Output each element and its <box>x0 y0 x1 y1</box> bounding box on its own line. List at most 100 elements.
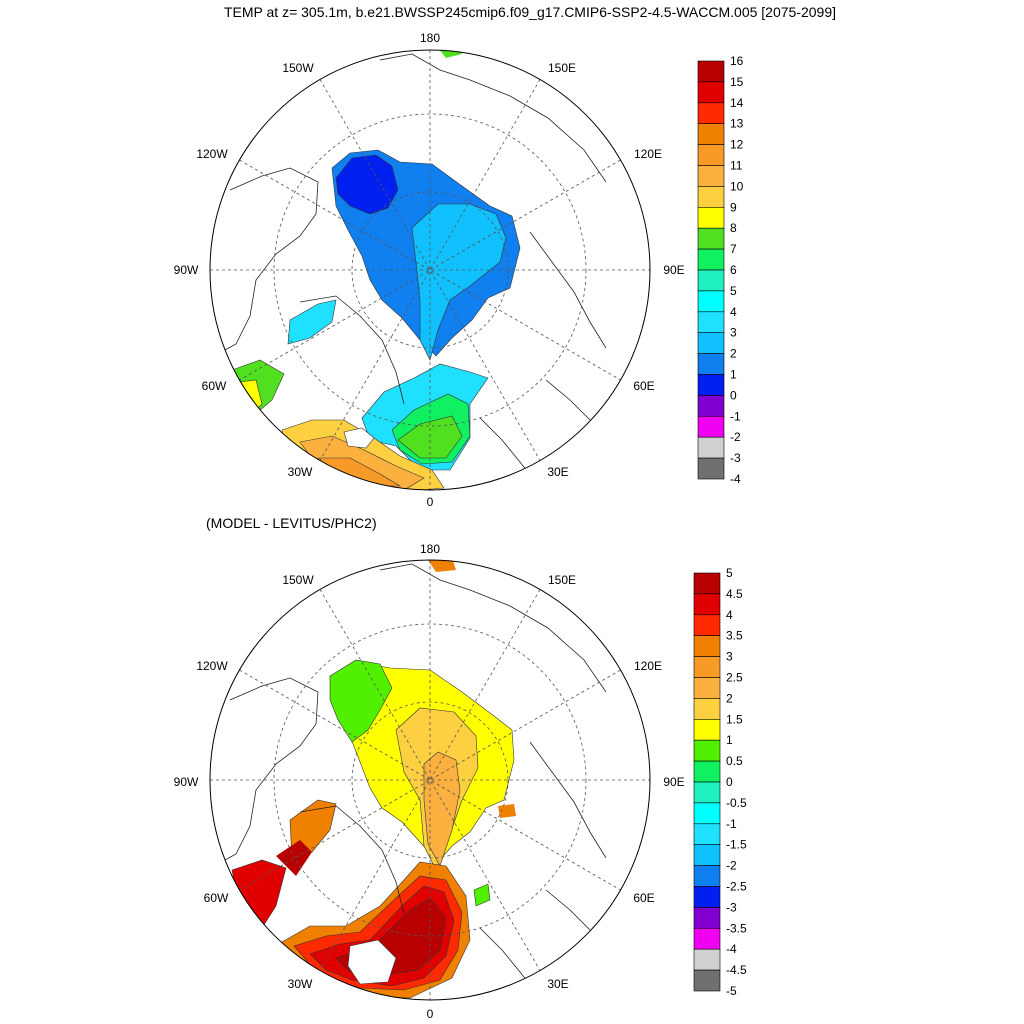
lon-label-150w: 150W <box>282 61 314 75</box>
colorbar-swatch <box>697 290 725 313</box>
colorbar-swatch <box>697 248 725 271</box>
colorbar-swatch <box>693 823 721 845</box>
colorbar-tick-label: -0.5 <box>726 796 747 810</box>
colorbar-tick-label: -2 <box>730 430 741 444</box>
colorbar-tick-label: 1 <box>730 368 737 382</box>
lon-label-120e: 120E <box>634 147 662 161</box>
bottom-map-boundary <box>209 559 651 1001</box>
colorbar-tick-label: -3 <box>730 451 741 465</box>
lon-label-180: 180 <box>420 31 440 45</box>
colorbar-tick-label: 0.5 <box>726 754 743 768</box>
colorbar-swatch <box>697 332 725 354</box>
colorbar-tick-label: -4.5 <box>726 963 747 977</box>
colorbar-tick-label: 5 <box>726 566 733 580</box>
colorbar-swatch <box>693 614 721 636</box>
colorbar-tick-label: 4 <box>730 305 737 319</box>
lon-label-120w: 120W <box>196 147 228 161</box>
colorbar-swatch <box>697 81 725 104</box>
colorbar-tick-label: 13 <box>730 117 744 131</box>
lon-label-150e: 150E <box>548 573 576 587</box>
lon-label-90e: 90E <box>663 775 684 789</box>
colorbar-swatch <box>697 311 725 333</box>
bottom-colorbar: 5 4.5 4 3.5 3 2.5 2 1.5 1 0.5 0 -0.5 -1 -1.5 -2 -2.5 -3 -… <box>693 566 747 998</box>
lon-label-90e: 90E <box>663 263 684 277</box>
lon-label-30e: 30E <box>547 977 568 991</box>
colorbar-tick-label: 5 <box>730 284 737 298</box>
top-map-boundary <box>209 49 651 491</box>
colorbar-swatch <box>697 395 725 417</box>
colorbar-tick-label: 15 <box>730 75 744 89</box>
colorbar-tick-label: 2.5 <box>726 671 743 685</box>
colorbar-tick-label: -3.5 <box>726 921 747 935</box>
bottom-longitude-labels: 180 150W 150E 120W 120E 90W 90E 60W 60E … <box>174 542 685 1021</box>
bottom-graticule <box>210 560 650 1000</box>
top-coastlines <box>213 53 607 481</box>
colorbar-tick-label: 10 <box>730 179 744 193</box>
colorbar-tick-label: 3.5 <box>726 629 743 643</box>
top-temperature-field <box>231 50 521 490</box>
lon-label-150w: 150W <box>282 573 314 587</box>
colorbar-tick-label: -1 <box>726 817 737 831</box>
colorbar-tick-label: 3 <box>726 650 733 664</box>
colorbar-swatch <box>697 102 725 125</box>
colorbar-swatch <box>693 677 721 699</box>
lon-label-30w: 30W <box>288 465 313 479</box>
colorbar-swatch <box>697 207 725 229</box>
lon-label-60w: 60W <box>204 891 229 905</box>
colorbar-tick-label: -2 <box>726 859 737 873</box>
colorbar-swatch <box>693 844 721 866</box>
colorbar-tick-label: 14 <box>730 96 744 110</box>
colorbar-tick-label: -1.5 <box>726 838 747 852</box>
lon-label-90w: 90W <box>174 775 199 789</box>
colorbar-swatch <box>693 886 721 908</box>
colorbar-tick-label: -2.5 <box>726 880 747 894</box>
lon-label-180: 180 <box>420 542 440 556</box>
colorbar-tick-label: -4 <box>726 942 737 956</box>
colorbar-tick-label: 1 <box>726 733 733 747</box>
colorbar-tick-label: 6 <box>730 263 737 277</box>
colorbar-tick-label: 2 <box>730 347 737 361</box>
colorbar-swatch <box>697 436 725 459</box>
colorbar-tick-label: -3 <box>726 900 737 914</box>
colorbar-swatch <box>693 781 721 804</box>
lon-label-0: 0 <box>427 495 434 509</box>
colorbar-swatch <box>697 123 725 145</box>
colorbar-tick-label: 0 <box>730 388 737 402</box>
lon-label-60e: 60E <box>633 891 654 905</box>
colorbar-swatch <box>697 374 725 396</box>
colorbar-tick-label: 2 <box>726 691 733 705</box>
colorbar-tick-label: 12 <box>730 138 744 152</box>
lon-label-60e: 60E <box>633 379 654 393</box>
top-longitude-labels: 180 150W 150E 120W 120E 90W 90E 60W 60E … <box>174 31 685 509</box>
top-graticule <box>210 50 650 490</box>
colorbar-swatch <box>693 635 721 657</box>
colorbar-tick-label: -4 <box>730 472 741 486</box>
colorbar-swatch <box>697 227 725 250</box>
colorbar-swatch <box>693 718 721 741</box>
bottom-anomaly-field <box>231 560 516 999</box>
colorbar-tick-label: -5 <box>726 984 737 998</box>
colorbar-tick-label: 4 <box>726 608 733 622</box>
colorbar-swatch <box>693 760 721 783</box>
colorbar-swatch <box>693 593 721 616</box>
colorbar-swatch <box>697 269 725 292</box>
colorbar-swatch <box>693 656 721 678</box>
colorbar-tick-label: 1.5 <box>726 712 743 726</box>
colorbar-swatch <box>693 927 721 950</box>
colorbar-swatch <box>693 948 721 971</box>
colorbar-tick-label: 0 <box>726 775 733 789</box>
lon-label-120w: 120W <box>196 659 228 673</box>
bottom-panel-subtitle: (MODEL - LEVITUS/PHC2) <box>206 515 377 531</box>
colorbar-tick-label: 9 <box>730 200 737 214</box>
colorbar-tick-label: 4.5 <box>726 587 743 601</box>
colorbar-swatch <box>693 865 721 887</box>
colorbar-swatch <box>697 353 725 375</box>
colorbar-tick-label: 11 <box>730 159 743 173</box>
lon-label-90w: 90W <box>174 263 199 277</box>
colorbar-swatch <box>693 969 721 992</box>
colorbar-tick-label: 3 <box>730 326 737 340</box>
colorbar-swatch <box>697 144 725 166</box>
lon-label-30e: 30E <box>547 465 568 479</box>
